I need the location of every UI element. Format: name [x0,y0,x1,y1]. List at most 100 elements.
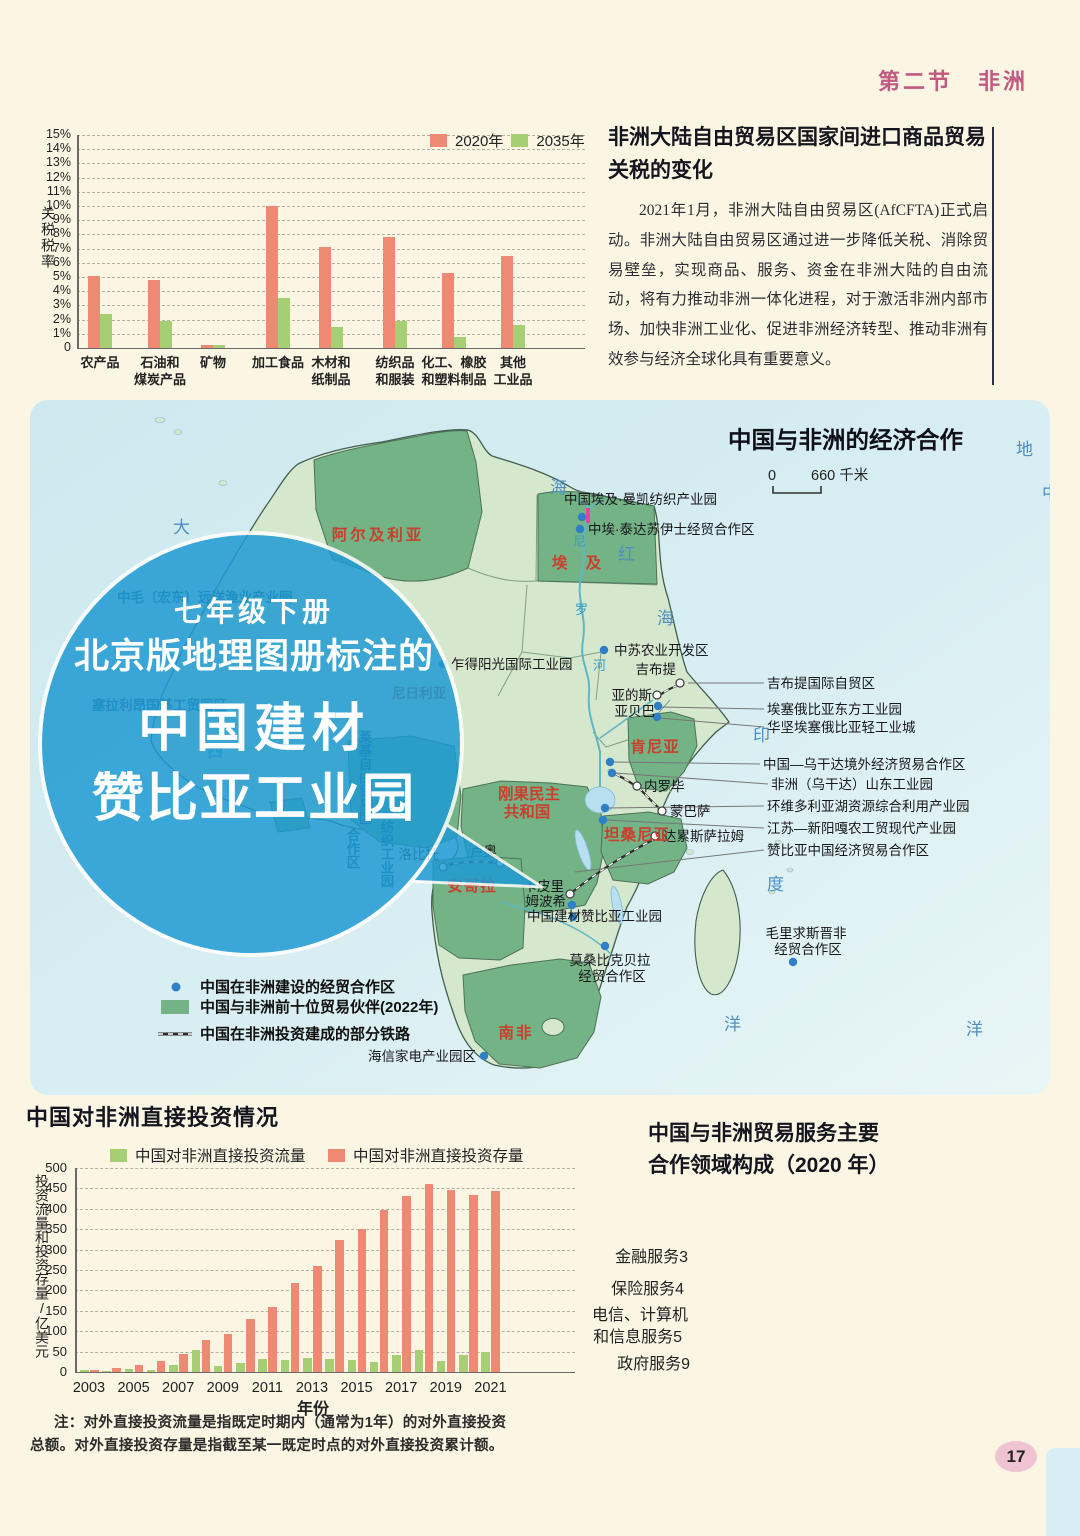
y-tick-label: 14% [45,141,71,156]
services-label: 和信息服务5 [593,1329,682,1346]
gridline [77,248,585,250]
tariff-bar-chart: 0 1% 2% 3% 4% 5% 6% 7% 8% 9% 10% 11% 12% 13% 14% 15% 农产品… [32,122,592,397]
sea-label: 洋 [724,1015,743,1034]
page-number-badge: 17 [995,1441,1037,1472]
leader-line [614,772,769,785]
bar-flow [124,1369,134,1372]
bar-stock [268,1306,277,1372]
lesotho [541,1018,565,1036]
bar-flow [80,1369,89,1372]
y-axis-title: 关税税率 [40,206,56,270]
map-legend-label: 中国在非洲建设的经贸合作区 [200,978,395,996]
leader-line [607,805,765,809]
y-tick-label: 500 [45,1160,67,1175]
coop-zone-dot-icon [575,524,585,534]
sea-label: 洋 [966,1020,985,1039]
gridline [77,163,585,165]
lakes-rivers [499,498,654,957]
coop-zone-label: 埃塞俄比亚东方工业园 [767,701,902,717]
y-tick-label: 0 [64,340,71,354]
leader-line [605,819,765,829]
bar-2035 [454,336,466,348]
y-tick-label: 250 [45,1262,67,1277]
article-body: 2021年1月，非洲大陆自由贸易区(AfCFTA)正式启动。非洲大陆自由贸易区通… [608,202,988,368]
coop-zone-label: 中苏农业开发区 [614,643,709,658]
x-tick-label: 2005 [117,1380,150,1396]
coop-zone-label: 中埃·泰达苏伊士经贸合作区 [588,522,755,537]
bar-2035 [100,313,112,348]
x-category-label: 其他 工业品 [493,355,533,387]
coop-zone-dot-icon [599,645,609,655]
overlay-circle [38,531,464,957]
coop-zone-label: 莫桑比克贝拉 [570,953,651,968]
leader-line [658,717,765,728]
x-category-label: 矿物 [199,355,226,370]
coop-zone-label: 海信家电产业园区 [368,1048,476,1064]
bar-flow [280,1360,290,1372]
coop-zone-dot-icon [788,957,798,967]
lake-malawi [610,885,624,925]
coop-zone-label: 赞比亚中国经济贸易合作区 [767,843,929,858]
coop-zone-dot-icon [652,712,662,722]
map-legend-label: 中国与非洲前十位贸易伙伴(2022年) [200,998,438,1016]
gridline [75,1290,575,1292]
y-tick-label: 400 [45,1200,67,1216]
y-tick-label: 3% [52,297,71,312]
footnote-line1: 注：对外直接投资流量是指既定时期内（通常为1年）的对外直接投资 [54,1415,507,1431]
chart-legend: 2020年 2035年 [430,130,585,151]
railway-line-dash [569,837,657,895]
y-tick-label: 11% [46,183,71,198]
bar-stock [112,1368,121,1372]
coop-zone-dot-icon [653,701,663,711]
gridline [77,305,585,307]
footnote-line2: 总额。对外直接投资存量是指截至某一既定时点的对外直接投资累计额。 [30,1438,504,1455]
corner-decoration [1046,1448,1080,1536]
coop-zone-label: 环维多利亚湖资源综合利用产业园 [767,798,970,814]
y-tick-label: 10% [45,198,71,212]
kenya [627,711,698,792]
leader-line [574,849,765,873]
city-label: 亚的斯 [612,688,653,703]
bar-stock [357,1229,367,1372]
gridline [75,1270,575,1271]
y-tick-label: 5% [52,269,71,283]
city-label: 吉布提 [636,662,677,677]
footnote: 注：对外直接投资流量是指既定时期内（通常为1年）的对外直接投资 总额。对外直接投… [30,1412,542,1458]
x-tick-label: 2011 [251,1380,283,1396]
city-dot-icon [632,781,642,791]
gridline [75,1188,575,1190]
legend-swatch-icon [110,1148,127,1162]
bar-2020 [148,279,160,348]
city-label: 达累斯萨拉姆 [663,829,744,844]
chart-legend-stock: 中国对非洲直接投资存量 [328,1144,524,1166]
bar-2020 [383,237,395,348]
coop-zone-dot-icon [598,815,608,825]
map-scale-bar [772,486,822,494]
legend-label: 2035年 [536,133,585,150]
x-tick-label: 2003 [72,1380,106,1396]
bar-stock [290,1283,300,1372]
x-tick-label: 2015 [340,1380,373,1396]
map-legend-label: 中国在非洲投资建成的部分铁路 [200,1025,411,1043]
coop-zone-label: 经贸合作区 [774,942,842,957]
x-axis-title: 年份 [296,1401,329,1418]
river-label: 尼 [573,534,588,549]
bar-flow [414,1349,423,1372]
gridline [77,220,585,222]
gridline [75,1372,575,1373]
river-label: 河 [593,658,608,673]
gridline [75,1249,575,1251]
coop-zone-label: 中国建材赞比亚工业园 [527,909,662,924]
bar-stock [134,1365,144,1372]
city-dot-icon [657,806,667,816]
africa-map: 中毛〔宏东〕远洋渔业产业园塞拉利昂国基工贸园区尼日利亚莱基自由贸易区合作区纺织工… [30,400,1050,1095]
bar-stock [469,1194,478,1372]
page-header: 第二节 非洲 [878,69,1029,94]
leader-line [612,761,761,765]
legend-label: 中国对非洲直接投资流量 [135,1148,306,1165]
gridline [77,319,585,321]
y-tick-label: 4% [52,283,71,298]
sea-label: 中 [1042,484,1050,503]
bar-flow [325,1358,334,1372]
